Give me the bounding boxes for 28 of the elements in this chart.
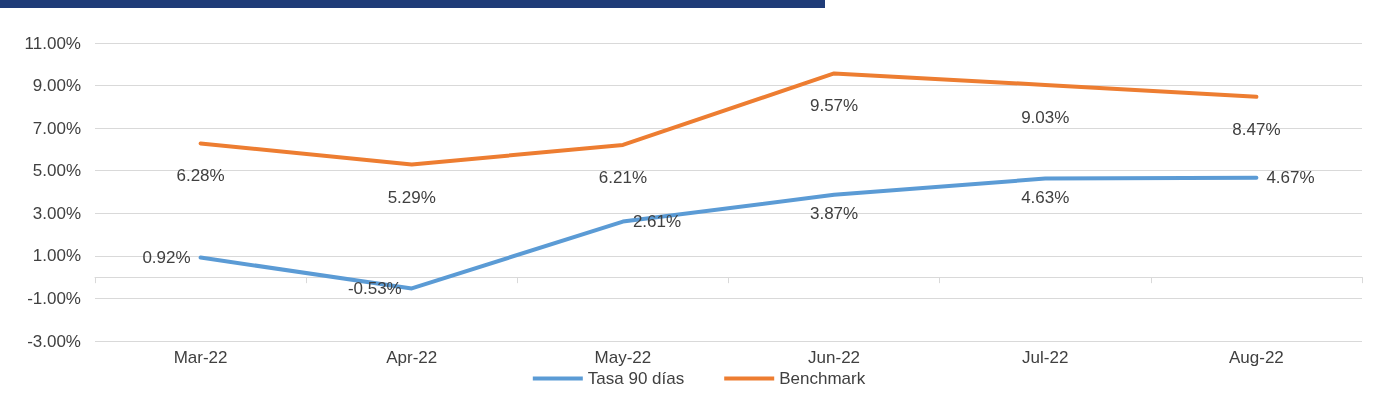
legend-label: Tasa 90 días <box>587 369 685 388</box>
y-tick-label: 9.00% <box>32 76 81 96</box>
y-tick-label: -1.00% <box>27 288 81 308</box>
data-label: -0.53% <box>347 278 402 298</box>
y-tick-label: 11.00% <box>24 33 81 53</box>
y-tick-label: 1.00% <box>32 246 81 266</box>
x-tick-label: May-22 <box>594 348 652 367</box>
data-label: 4.63% <box>1021 187 1070 207</box>
data-label: 8.47% <box>1232 119 1281 139</box>
data-label: 6.28% <box>176 166 225 186</box>
y-tick-label: 7.00% <box>32 118 81 138</box>
data-label: 4.67% <box>1266 168 1315 188</box>
x-tick-label: Apr-22 <box>386 348 438 367</box>
y-tick-label: 5.00% <box>32 161 81 181</box>
y-tick-label: -3.00% <box>27 331 81 351</box>
y-tick-label: 3.00% <box>32 203 81 223</box>
x-tick-label: Jun-22 <box>808 348 861 367</box>
x-tick-label: Aug-22 <box>1229 348 1284 367</box>
data-label: 6.21% <box>598 167 648 187</box>
x-tick-label: Mar-22 <box>173 348 228 367</box>
data-label: 0.92% <box>142 248 191 268</box>
x-tick-label: Jul-22 <box>1022 348 1069 367</box>
data-label: 9.57% <box>809 96 859 116</box>
data-label: 9.03% <box>1021 107 1070 127</box>
legend-label: Benchmark <box>779 369 866 388</box>
data-label: 5.29% <box>387 187 436 207</box>
data-label: 3.87% <box>809 203 859 223</box>
data-label: 2.61% <box>632 212 682 232</box>
